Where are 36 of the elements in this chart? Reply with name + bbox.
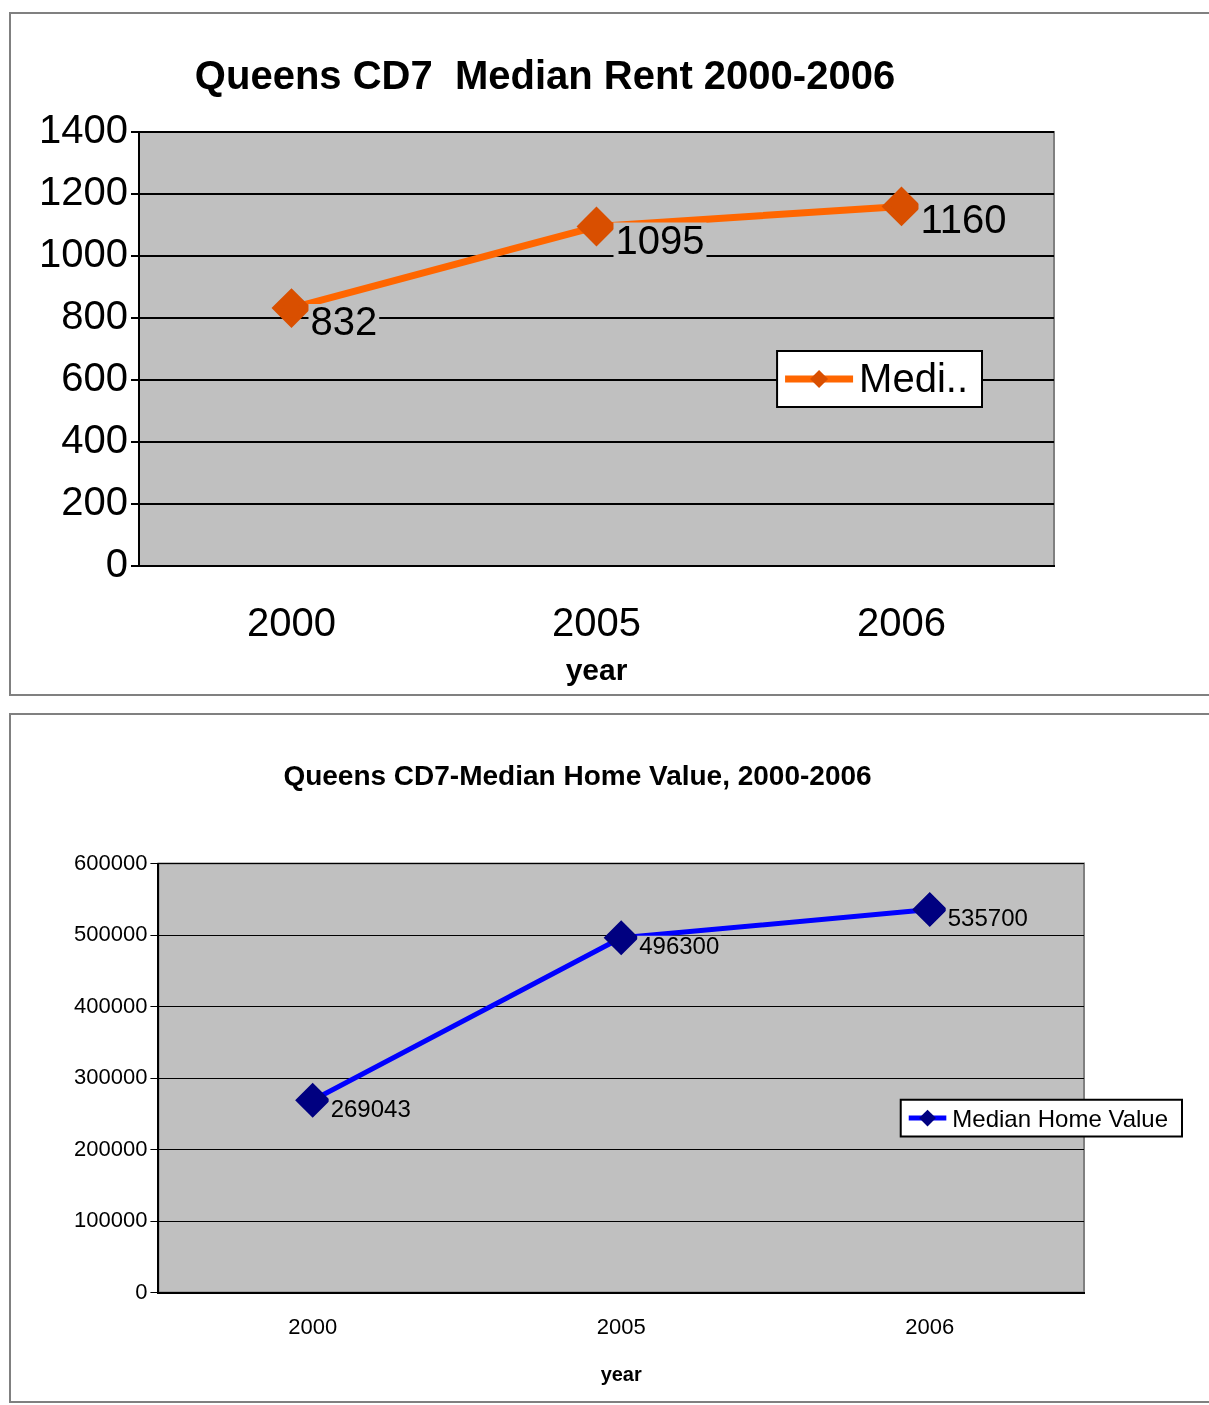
chart-title: Queens CD7 Median Rent 2000-2006 [194,53,896,98]
x-tick-label: 2005 [552,600,641,645]
x-axis-title: year [565,653,628,687]
point [272,289,310,327]
data-label: 535700 [947,904,1028,932]
x-axis-title: year [600,1362,642,1385]
x-tick-label: 2006 [857,600,946,645]
data-label: 496300 [639,932,720,960]
y-tick-label: 1000 [39,231,128,276]
chart-title: Queens CD7-Median Home Value, 2000-2006 [283,759,872,791]
y-tick-label: 600 [61,355,128,400]
data-label: 1095 [615,217,705,262]
point [883,187,920,225]
y-tick-label: 600000 [73,849,148,875]
point [577,208,615,246]
y-tick-label: 0 [135,1278,148,1304]
y-tick-label: 800 [61,293,128,338]
y-tick-label: 200000 [73,1135,148,1161]
x-tick-label: 2005 [596,1313,646,1339]
y-tick-label: 1400 [39,107,128,152]
y-tick-label: 300000 [73,1064,148,1090]
y-tick-label: 1200 [39,169,128,214]
y-tick-label: 0 [105,541,128,586]
x-tick-label: 2000 [246,600,336,645]
x-tick-label: 2006 [905,1313,955,1339]
y-tick-label: 500000 [73,921,148,947]
data-label: 832 [310,299,378,344]
data-label: 1160 [920,197,1007,242]
y-tick-label: 400 [61,417,128,462]
y-tick-label: 100000 [73,1207,148,1233]
x-tick-label: 2000 [288,1313,338,1339]
legend-label: Medi.. [859,356,969,401]
legend-label: Median Home Value [952,1104,1168,1132]
data-label: 269043 [330,1094,411,1122]
y-tick-label: 400000 [73,992,148,1018]
y-tick-label: 200 [61,479,128,524]
